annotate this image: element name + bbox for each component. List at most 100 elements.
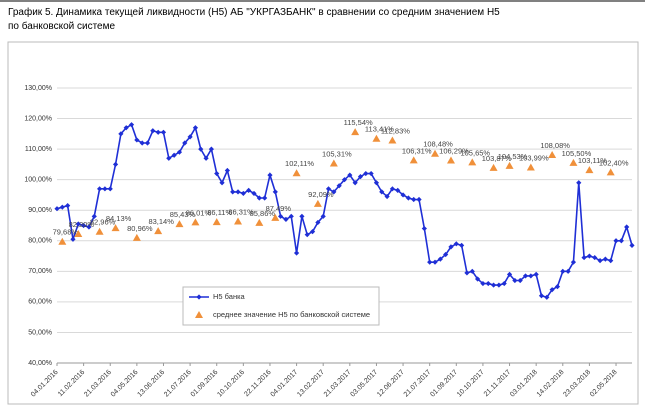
- point: [468, 158, 477, 166]
- point: [299, 213, 305, 219]
- point: [59, 204, 65, 210]
- point: [464, 270, 470, 276]
- x-tick-label: 21.07.2016: [163, 369, 193, 399]
- point: [351, 128, 360, 136]
- point: [203, 155, 209, 161]
- point: [560, 268, 566, 274]
- point: [409, 156, 418, 164]
- point: [453, 241, 459, 247]
- point: [533, 271, 539, 277]
- point: [111, 224, 120, 232]
- point: [437, 256, 443, 262]
- chart-area: [7, 41, 639, 405]
- data-label: 83,14%: [148, 217, 174, 226]
- point: [292, 169, 301, 177]
- x-tick-label: 13.02.2017: [296, 369, 326, 399]
- data-label: 105,31%: [322, 149, 352, 158]
- point: [549, 287, 555, 293]
- data-label: 80,96%: [127, 224, 153, 233]
- point: [475, 276, 481, 282]
- x-tick-label: 21.03.2017: [323, 369, 353, 399]
- point: [102, 186, 108, 192]
- point: [81, 222, 87, 229]
- point: [538, 293, 545, 299]
- point: [283, 216, 289, 222]
- point: [246, 187, 252, 193]
- point: [235, 189, 241, 195]
- point: [331, 189, 337, 195]
- point: [132, 233, 141, 241]
- point: [107, 186, 113, 192]
- point: [230, 189, 236, 195]
- point: [613, 238, 619, 244]
- point: [565, 268, 571, 274]
- point: [95, 227, 104, 235]
- point: [548, 150, 557, 158]
- data-label: 86,01%: [186, 208, 212, 217]
- point: [586, 253, 593, 259]
- x-tick-label: 03.05.2017: [349, 369, 379, 399]
- point: [400, 192, 406, 198]
- point: [446, 156, 455, 164]
- y-tick-label: 80,00%: [28, 238, 52, 245]
- data-label: 79,68%: [53, 228, 79, 237]
- x-tick-label: 12.06.2017: [376, 369, 406, 399]
- point: [569, 158, 578, 166]
- point: [363, 170, 369, 177]
- data-label: 115,54%: [344, 118, 373, 127]
- point: [554, 284, 561, 290]
- point: [320, 213, 326, 219]
- data-label: 87,49%: [266, 204, 292, 213]
- point: [123, 125, 129, 131]
- point: [357, 174, 364, 180]
- data-label: 106,31%: [402, 146, 432, 155]
- point: [618, 238, 624, 244]
- x-tick-label: 10.10.2017: [456, 369, 486, 399]
- point: [512, 277, 518, 284]
- point: [58, 237, 67, 245]
- x-tick-label: 23.03.2018: [562, 369, 592, 399]
- point: [256, 195, 262, 201]
- x-tick-label: 02.05.2018: [589, 369, 619, 399]
- point: [388, 136, 397, 144]
- point: [421, 225, 427, 232]
- point: [389, 186, 396, 192]
- legend-marker: [195, 311, 203, 318]
- point: [128, 122, 135, 128]
- point: [154, 227, 163, 235]
- point: [182, 140, 188, 146]
- data-label: 86,31%: [228, 207, 254, 216]
- point: [251, 190, 257, 197]
- point: [74, 230, 83, 238]
- data-label: 82,96%: [90, 218, 116, 227]
- point: [315, 219, 321, 226]
- point: [347, 172, 353, 178]
- point: [395, 187, 401, 193]
- point: [112, 161, 119, 167]
- legend-box: [182, 286, 380, 326]
- y-tick-label: 100,00%: [24, 177, 52, 184]
- point: [166, 155, 172, 161]
- point: [336, 183, 342, 189]
- y-tick-label: 120,00%: [24, 115, 52, 122]
- x-tick-label: 21.03.2016: [83, 369, 113, 399]
- data-label: 103,99%: [519, 153, 549, 162]
- point: [431, 149, 440, 157]
- point: [65, 203, 71, 209]
- legend-marker: [196, 294, 202, 300]
- point: [624, 224, 630, 230]
- point: [278, 213, 284, 219]
- point: [384, 193, 390, 200]
- point: [96, 186, 103, 192]
- point: [341, 177, 348, 183]
- legend-label: Н5 банка: [213, 292, 246, 301]
- data-label: 113,41%: [365, 125, 394, 134]
- point: [234, 217, 243, 225]
- point: [313, 199, 322, 207]
- point: [570, 259, 577, 265]
- data-label: 103,11%: [578, 156, 607, 165]
- point: [629, 242, 635, 248]
- point: [192, 125, 199, 131]
